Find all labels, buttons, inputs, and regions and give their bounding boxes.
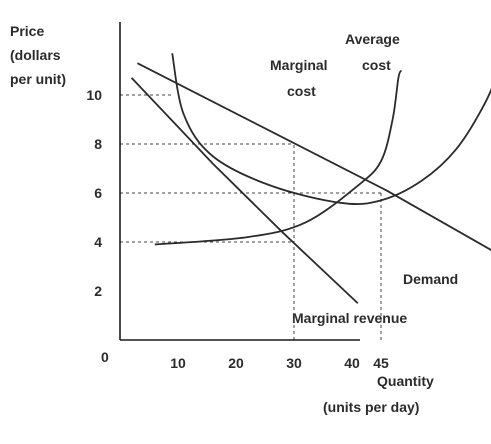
marginal-cost-label-line-1: Marginal xyxy=(270,57,328,73)
marginal-revenue-curve xyxy=(130,77,359,304)
x-axis-label-line-2: (units per day) xyxy=(323,399,419,415)
guide-lines xyxy=(120,94,382,340)
y-axis-label-line-2: (dollars xyxy=(10,47,61,63)
average-cost-label-line-2: cost xyxy=(362,57,391,73)
demand-curve xyxy=(136,62,491,252)
x-tick-label: 45 xyxy=(373,355,389,371)
x-tick-label: 40 xyxy=(344,355,360,371)
y-axis-label-line-1: Price xyxy=(10,23,44,39)
marginal-cost-label-line-2: cost xyxy=(287,83,316,99)
average-cost-label-line-1: Average xyxy=(345,31,400,47)
y-tick-label: 2 xyxy=(94,283,102,299)
origin-label: 0 xyxy=(101,349,109,365)
average-cost-curve xyxy=(171,53,491,205)
y-tick-label: 4 xyxy=(94,234,102,250)
marginal-revenue-label: Marginal revenue xyxy=(292,310,407,326)
x-axis-label-line-1: Quantity xyxy=(377,373,434,389)
y-tick-label: 8 xyxy=(94,136,102,152)
y-tick-label: 6 xyxy=(94,185,102,201)
x-tick-label: 30 xyxy=(286,355,302,371)
marginal-cost-curve xyxy=(154,70,403,246)
y-axis-label-line-3: per unit) xyxy=(10,71,66,87)
x-tick-label: 20 xyxy=(228,355,244,371)
demand-label: Demand xyxy=(403,271,458,287)
tick-labels: 2 4 6 8 10 10 20 30 40 45 xyxy=(86,87,389,371)
y-tick-label: 10 xyxy=(86,87,102,103)
x-tick-label: 10 xyxy=(170,355,186,371)
